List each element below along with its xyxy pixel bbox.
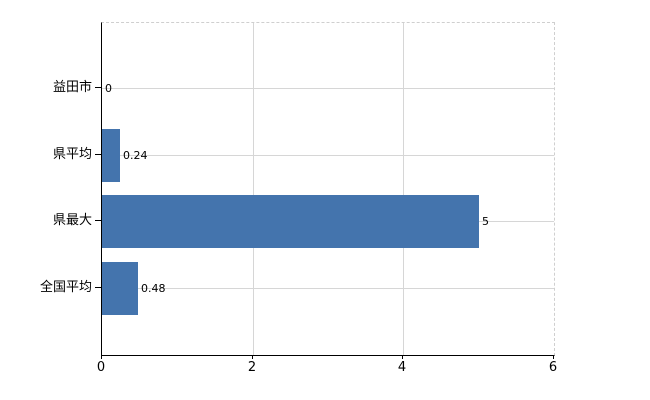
category-label-益田市: 益田市 xyxy=(52,80,92,95)
x-axis-tick xyxy=(252,355,253,359)
y-axis-tick xyxy=(95,287,101,288)
x-axis-tick-label: 2 xyxy=(247,360,257,375)
x-axis-tick xyxy=(402,355,403,359)
gridline-vertical xyxy=(253,23,254,355)
y-axis-tick xyxy=(95,87,101,88)
x-axis-tick xyxy=(553,355,554,359)
y-axis-tick xyxy=(95,220,101,221)
category-label-全国平均: 全国平均 xyxy=(39,280,92,295)
gridline-vertical xyxy=(403,23,404,355)
bar-value-label: 0.24 xyxy=(123,149,148,162)
gridline-horizontal xyxy=(102,155,554,156)
y-axis-tick xyxy=(95,154,101,155)
gridline-horizontal xyxy=(102,288,554,289)
bar-県平均 xyxy=(102,129,120,182)
x-axis-tick xyxy=(101,355,102,359)
bar-全国平均 xyxy=(102,262,138,315)
category-label-県最大: 県最大 xyxy=(52,213,92,228)
bar-value-label: 0 xyxy=(105,82,112,95)
bar-value-label: 5 xyxy=(482,215,489,228)
bar-value-label: 0.48 xyxy=(141,282,166,295)
gridline-horizontal xyxy=(102,88,554,89)
plot-area: 0 0.24 5 0.48 xyxy=(101,22,555,356)
bar-県最大 xyxy=(102,195,479,248)
category-label-県平均: 県平均 xyxy=(52,147,92,162)
x-axis-tick-label: 6 xyxy=(548,360,558,375)
x-axis-tick-label: 0 xyxy=(96,360,106,375)
x-axis-tick-label: 4 xyxy=(397,360,407,375)
